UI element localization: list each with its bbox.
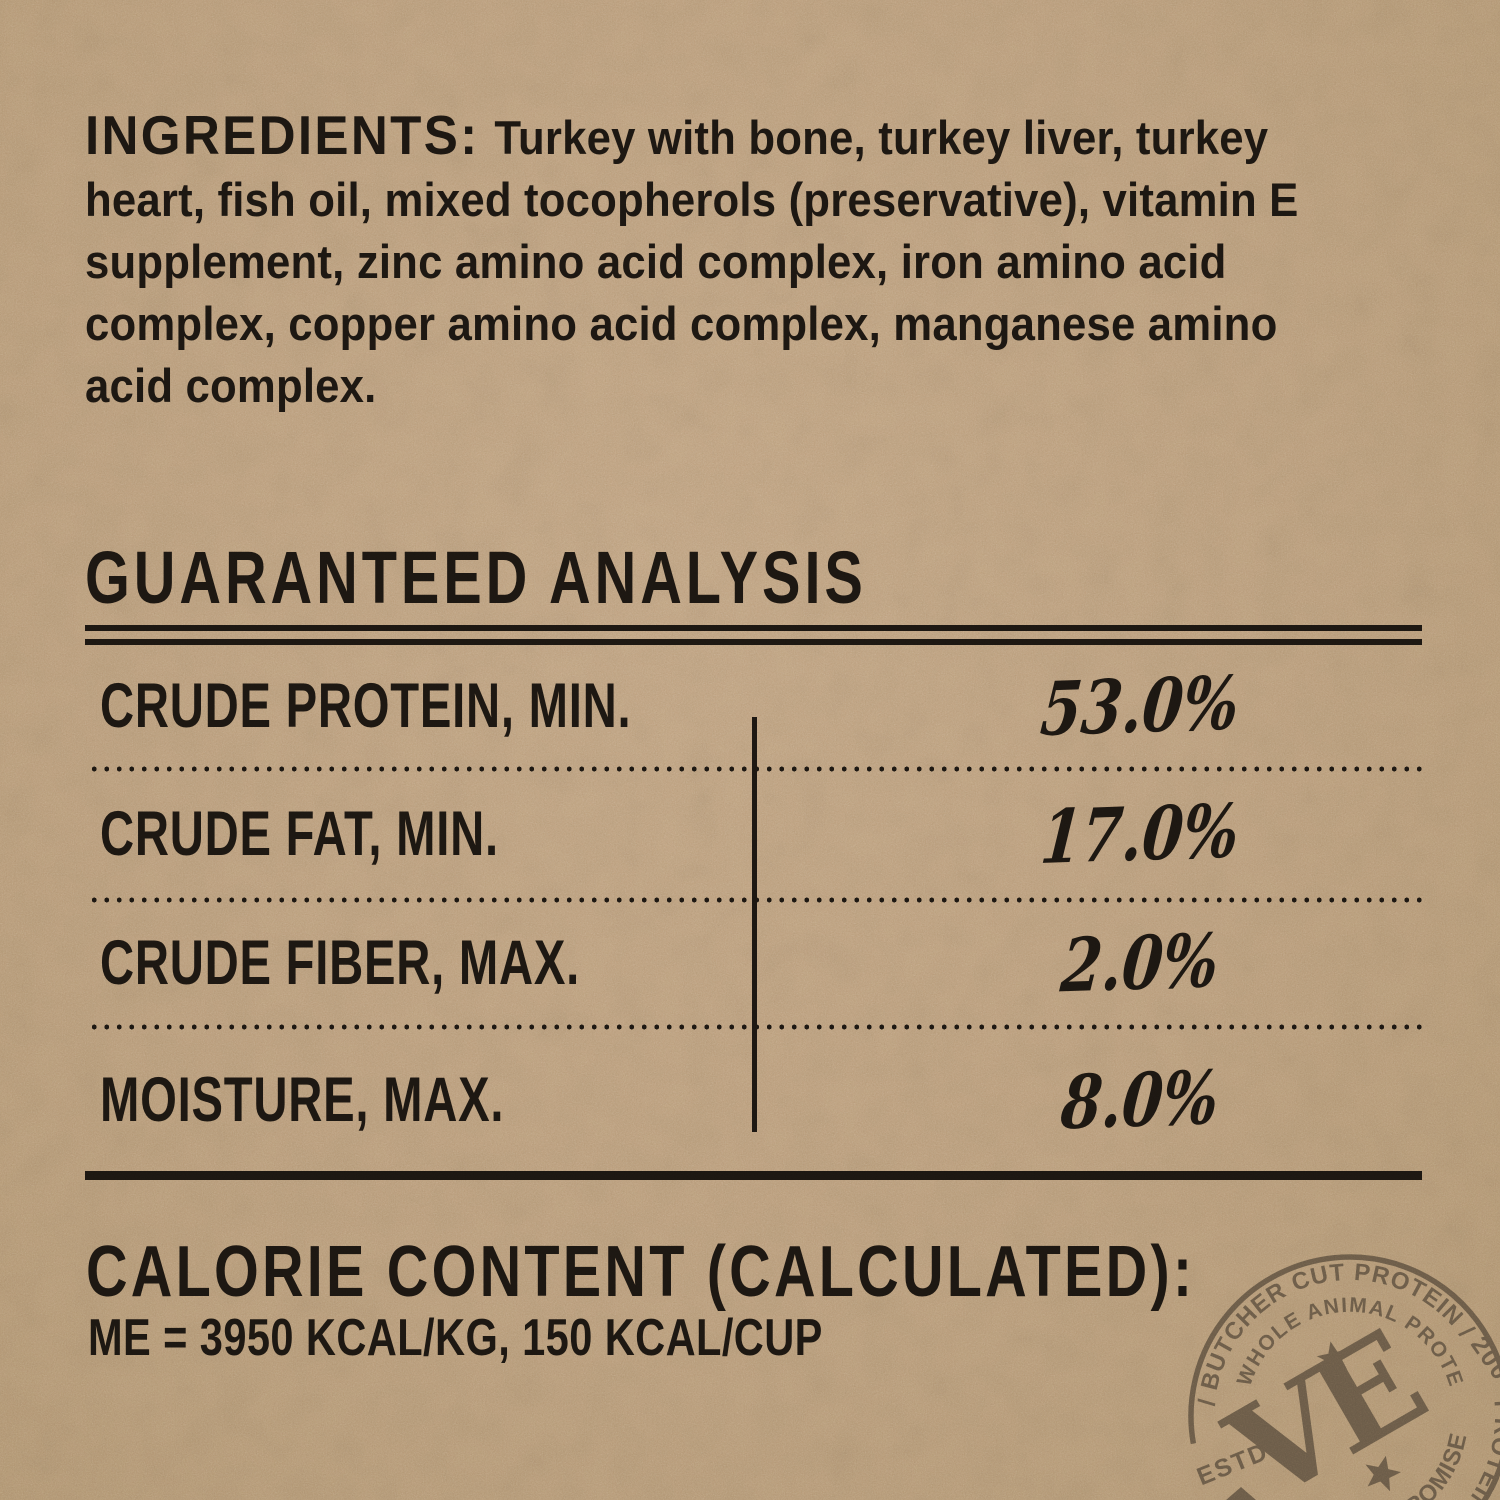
stamp-edge-mark bbox=[1226, 1487, 1256, 1500]
table-vertical-rule bbox=[752, 717, 757, 1132]
row-value: 53.0% bbox=[1037, 659, 1243, 753]
table-bottom-rule bbox=[85, 1171, 1422, 1180]
ingredients-line: complex, copper amino acid complex, mang… bbox=[85, 297, 1278, 350]
row-value: 2.0% bbox=[1057, 916, 1223, 1010]
ingredients-section: INGREDIENTS: Turkey with bone, turkey liv… bbox=[85, 104, 1443, 417]
calorie-content-detail: ME = 3950 KCAL/KG, 150 KCAL/CUP bbox=[88, 1309, 823, 1367]
guaranteed-analysis-heading: GUARANTEED ANALYSIS bbox=[85, 536, 867, 619]
row-value: 8.0% bbox=[1057, 1053, 1223, 1147]
calorie-content-heading: CALORIE CONTENT (CALCULATED): bbox=[86, 1232, 1196, 1312]
ingredients-line: supplement, zinc amino acid complex, iro… bbox=[85, 235, 1227, 288]
butcher-cut-stamp-logo: / BUTCHER CUT PROTEIN / WHOLE ANIMAL PRO… bbox=[1130, 1225, 1500, 1500]
double-rule-divider bbox=[85, 625, 1422, 645]
ingredients-line: acid complex. bbox=[85, 359, 377, 412]
row-label: MOISTURE, MAX. bbox=[100, 1064, 505, 1135]
row-value: 17.0% bbox=[1037, 787, 1243, 881]
stamp-year-text: 200 bbox=[1465, 1331, 1500, 1386]
ingredients-heading: INGREDIENTS: bbox=[85, 104, 480, 166]
row-label: CRUDE PROTEIN, MIN. bbox=[100, 670, 632, 741]
ingredients-line: heart, fish oil, mixed tocopherols (pres… bbox=[85, 173, 1299, 226]
row-label: CRUDE FIBER, MAX. bbox=[100, 927, 581, 998]
row-label: CRUDE FAT, MIN. bbox=[100, 798, 499, 869]
ingredients-line: INGREDIENTS: Turkey with bone, turkey liv… bbox=[85, 104, 1443, 169]
ingredients-text: Turkey with bone, turkey liver, turkey bbox=[494, 111, 1269, 164]
